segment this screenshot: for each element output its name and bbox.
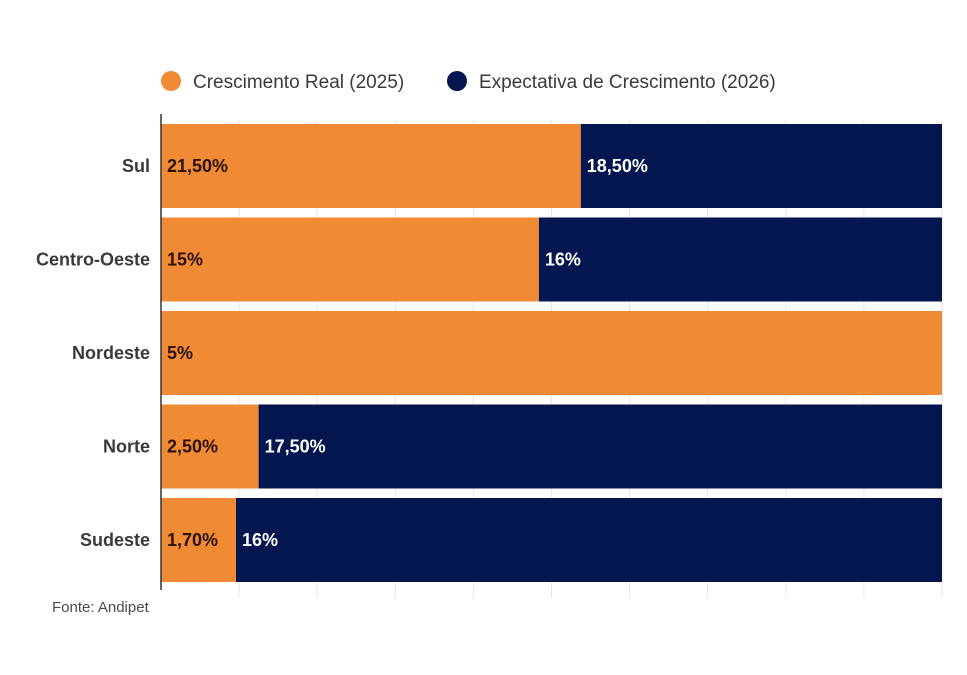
data-label: 15%	[167, 250, 203, 270]
data-label: 1,70%	[167, 530, 218, 550]
data-label: 2,50%	[167, 437, 218, 457]
bar-segment	[580, 124, 942, 208]
bar-segment	[236, 498, 943, 582]
bar-segment	[258, 404, 942, 489]
bar-segment	[161, 498, 237, 582]
data-label: 16%	[242, 530, 278, 550]
bar-segment	[538, 217, 942, 302]
category-label: Sul	[122, 156, 150, 176]
bars: 21,50% 18,50% 15% 16% 5% 2,50% 17,50% 1,70% 16%	[161, 124, 943, 582]
category-labels: Sul Centro-Oeste Nordeste Norte Sudeste	[36, 156, 150, 550]
legend-label: Crescimento Real (2025)	[193, 72, 404, 93]
category-label: Centro-Oeste	[36, 250, 150, 270]
bar-segment	[161, 311, 942, 395]
legend: Crescimento Real (2025) Expectativa de Cr…	[161, 71, 776, 93]
category-label: Sudeste	[80, 530, 150, 550]
data-label: 18,50%	[587, 156, 648, 176]
data-label: 17,50%	[265, 437, 326, 457]
bar-segment	[161, 124, 581, 208]
category-label: Norte	[103, 437, 150, 457]
bar-segment	[161, 217, 539, 302]
legend-swatch	[447, 71, 467, 91]
legend-label: Expectativa de Crescimento (2026)	[479, 72, 776, 93]
source-note: Fonte: Andipet	[52, 599, 150, 616]
legend-swatch	[161, 71, 181, 91]
bar-segment	[161, 404, 259, 489]
data-label: 21,50%	[167, 156, 228, 176]
category-label: Nordeste	[72, 343, 150, 363]
data-label: 5%	[167, 343, 193, 363]
data-label: 16%	[545, 250, 581, 270]
